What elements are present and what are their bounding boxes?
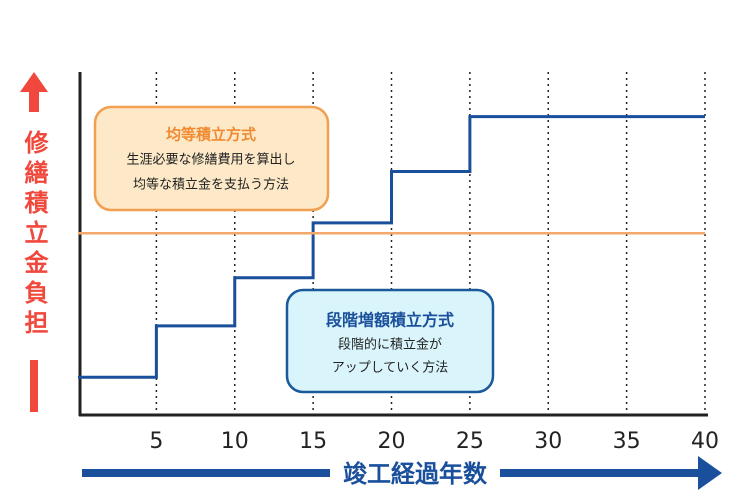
x-tick-label: 15	[299, 429, 327, 454]
x-arrow-shaft	[500, 469, 700, 477]
x-tick-label: 5	[149, 429, 163, 454]
annotation-box	[93, 105, 330, 212]
annotation-title: 均等積立方式	[166, 126, 256, 144]
x-axis-label: 竣工経過年数	[343, 460, 488, 488]
annotation-title: 段階増額積立方式	[326, 311, 454, 330]
annotation-text: 段階的に積立金が	[338, 337, 442, 353]
x-arrow-head	[698, 456, 722, 490]
annotation-text: アップしていく方法	[332, 360, 449, 376]
marks	[78, 115, 705, 379]
y-axis-label: 修繕積立金負担	[20, 130, 49, 340]
annotation-text: 生涯必要な修繕費用を算出し	[126, 152, 295, 168]
x-tick-label: 20	[378, 429, 406, 454]
x-tick-label: 25	[456, 429, 484, 454]
series-line	[78, 115, 705, 379]
x-tick-label: 10	[221, 429, 249, 454]
y-arrow-tail	[30, 360, 38, 412]
x-tick-label: 40	[691, 429, 719, 454]
x-arrow-tail	[82, 469, 330, 477]
x-tick-label: 35	[613, 429, 641, 454]
x-tick-label: 30	[534, 429, 562, 454]
annotation-text: 均等な積立金を支払う方法	[133, 177, 289, 193]
y-arrow-head	[20, 72, 48, 112]
annotation-box	[285, 288, 495, 394]
